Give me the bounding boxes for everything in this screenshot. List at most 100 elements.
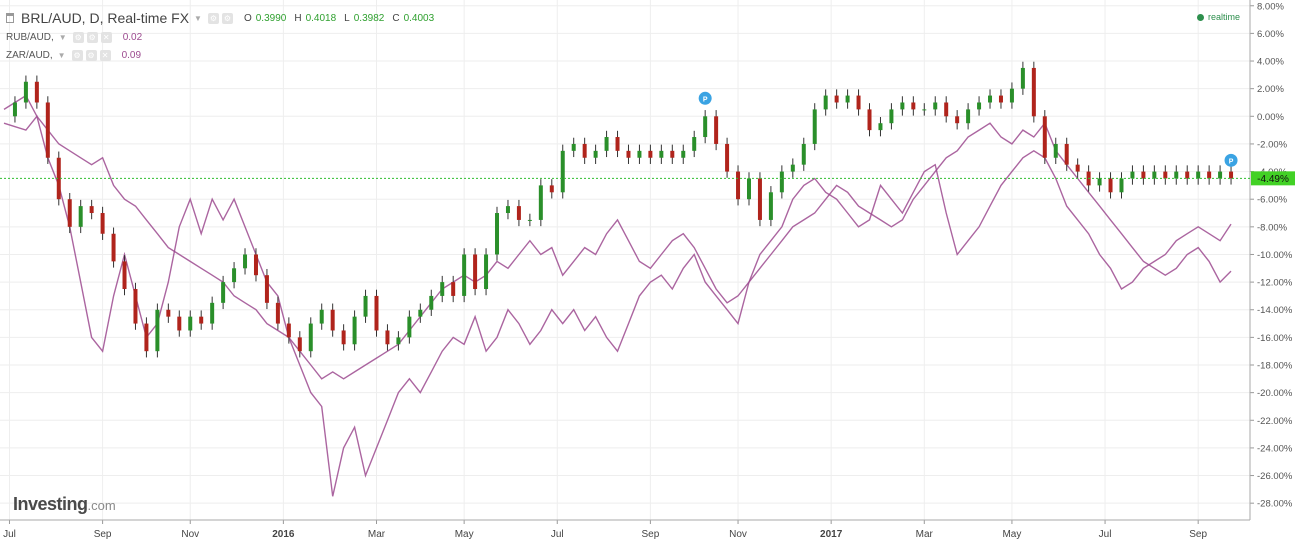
candle[interactable] (352, 316, 357, 345)
candle[interactable] (911, 102, 916, 110)
event-flag-icon[interactable] (1224, 153, 1238, 167)
candle[interactable] (199, 316, 204, 324)
candle[interactable] (615, 137, 620, 151)
candle[interactable] (1185, 171, 1190, 179)
candle[interactable] (330, 309, 335, 331)
candle[interactable] (648, 150, 653, 158)
candle[interactable] (1229, 171, 1234, 179)
candle[interactable] (243, 254, 248, 269)
format-icon[interactable]: ⚙ (221, 12, 233, 24)
candle[interactable] (473, 254, 478, 290)
candle[interactable] (714, 116, 719, 144)
candle[interactable] (12, 102, 17, 117)
candle[interactable] (637, 150, 642, 158)
candle[interactable] (429, 295, 434, 310)
candle[interactable] (692, 137, 697, 151)
candle[interactable] (396, 337, 401, 345)
candle[interactable] (626, 150, 631, 158)
candle[interactable] (505, 206, 510, 214)
candle[interactable] (878, 123, 883, 131)
candle[interactable] (516, 206, 521, 220)
candle[interactable] (867, 109, 872, 131)
candle[interactable] (746, 178, 751, 200)
settings-icon[interactable]: ⚙ (72, 31, 84, 43)
candle[interactable] (308, 323, 313, 352)
candle[interactable] (845, 95, 850, 103)
candle[interactable] (100, 213, 105, 234)
candle[interactable] (538, 185, 543, 220)
candle[interactable] (922, 109, 927, 111)
candle[interactable] (1108, 178, 1113, 193)
candle[interactable] (966, 109, 971, 124)
candle[interactable] (1020, 67, 1025, 89)
candle[interactable] (221, 282, 226, 303)
candle[interactable] (363, 295, 368, 317)
candle[interactable] (1031, 67, 1036, 117)
candle[interactable] (166, 309, 171, 317)
candle[interactable] (484, 254, 489, 290)
candle[interactable] (374, 295, 379, 331)
close-icon[interactable]: ✕ (99, 49, 111, 61)
candle[interactable] (1053, 143, 1058, 158)
candle[interactable] (111, 233, 116, 262)
candle[interactable] (725, 143, 730, 172)
candle[interactable] (1130, 171, 1135, 179)
candle[interactable] (1218, 171, 1223, 179)
candle[interactable] (385, 330, 390, 345)
candle[interactable] (703, 116, 708, 138)
candle[interactable] (264, 275, 269, 303)
candle[interactable] (188, 316, 193, 331)
candle[interactable] (34, 81, 39, 103)
candle[interactable] (1097, 178, 1102, 186)
candle[interactable] (768, 192, 773, 220)
settings-icon[interactable]: ⚙ (207, 12, 219, 24)
candle[interactable] (955, 116, 960, 124)
candle[interactable] (440, 282, 445, 296)
candle[interactable] (210, 302, 215, 324)
candle[interactable] (1174, 171, 1179, 179)
series-line-zar-aud[interactable] (3, 94, 1232, 380)
candle[interactable] (1141, 171, 1146, 179)
candle[interactable] (582, 143, 587, 158)
dropdown-caret-icon[interactable]: ▼ (58, 32, 67, 42)
candle[interactable] (78, 206, 83, 227)
candle[interactable] (834, 95, 839, 103)
candle[interactable] (757, 178, 762, 220)
candle[interactable] (670, 150, 675, 158)
candle[interactable] (823, 95, 828, 110)
candle[interactable] (56, 157, 61, 200)
candle[interactable] (495, 213, 500, 255)
candle[interactable] (1207, 171, 1212, 179)
candle[interactable] (1163, 171, 1168, 179)
candle[interactable] (571, 143, 576, 151)
candle[interactable] (407, 316, 412, 338)
candle[interactable] (889, 109, 894, 124)
candle[interactable] (900, 102, 905, 110)
candle[interactable] (67, 199, 72, 227)
candle[interactable] (232, 268, 237, 283)
close-icon[interactable]: ✕ (100, 31, 112, 43)
candle[interactable] (988, 95, 993, 103)
candle[interactable] (319, 309, 324, 324)
candle[interactable] (297, 337, 302, 352)
candle[interactable] (177, 316, 182, 331)
candle[interactable] (275, 302, 280, 324)
event-flag-icon[interactable] (698, 91, 712, 105)
candle[interactable] (977, 102, 982, 110)
candle[interactable] (560, 150, 565, 193)
candle[interactable] (790, 164, 795, 172)
collapse-icon[interactable] (6, 13, 14, 23)
settings-icon[interactable]: ⚙ (71, 49, 83, 61)
candle[interactable] (604, 137, 609, 151)
candle[interactable] (933, 102, 938, 110)
candle[interactable] (133, 289, 138, 324)
candle[interactable] (341, 330, 346, 345)
plot-area[interactable] (3, 61, 1234, 497)
dropdown-caret-icon[interactable]: ▼ (57, 50, 66, 60)
candle[interactable] (253, 254, 258, 276)
candle[interactable] (1119, 178, 1124, 193)
format-icon[interactable]: ⚙ (85, 49, 97, 61)
candle[interactable] (144, 323, 149, 352)
candle[interactable] (779, 171, 784, 193)
